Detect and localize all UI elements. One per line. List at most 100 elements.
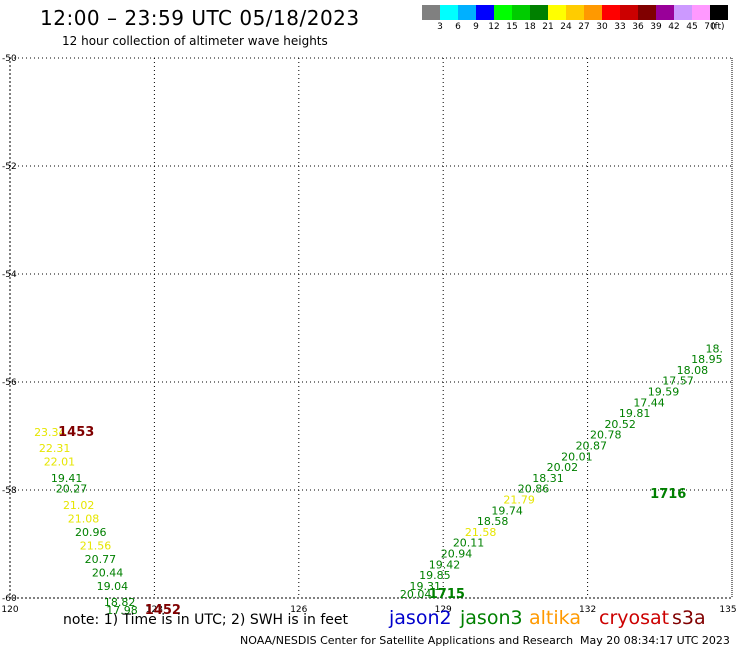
wave-height-value: 20.78 — [590, 429, 622, 442]
wave-height-value: 20.87 — [576, 440, 608, 453]
wave-height-value: 19.31 — [410, 580, 442, 593]
colorbar-swatch — [530, 5, 548, 20]
colorbar-label: 45 — [686, 22, 698, 32]
colorbar-label: 36 — [632, 22, 644, 32]
wave-height-value: 21.08 — [68, 512, 100, 525]
colorbar-swatch — [548, 5, 566, 20]
wave-height-value: 22.31 — [39, 442, 71, 455]
longitude-tick-label: 126 — [290, 605, 307, 615]
pass-time-label: 1716 — [650, 487, 686, 502]
wave-height-value: 17.98 — [106, 604, 137, 617]
wave-height-value: 19.04 — [97, 580, 129, 593]
pass-time-label: 1452 — [145, 603, 181, 618]
latitude-tick-label: -52 — [2, 162, 17, 172]
legend-cryosat: cryosat — [599, 607, 670, 629]
latitude-tick-label: -54 — [2, 270, 17, 280]
wave-height-value: 22.01 — [44, 456, 75, 469]
colorbar-label: 27 — [578, 22, 590, 32]
wave-height-value: 20.11 — [453, 537, 485, 550]
map-frame — [9, 57, 733, 599]
colorbar-label: 39 — [650, 22, 662, 32]
colorbar-label: 9 — [473, 22, 479, 32]
longitude-tick-label: 123 — [146, 605, 163, 615]
wave-height-value: 21.02 — [63, 499, 95, 512]
wave-height-value: 20.04 — [400, 588, 432, 601]
wave-height-value: 19.59 — [648, 386, 680, 399]
colorbar-unit: (ft) — [711, 22, 725, 32]
longitude-tick-label: 120 — [1, 605, 18, 615]
colorbar-label: 15 — [506, 22, 518, 32]
colorbar-label: 3 — [437, 22, 443, 32]
legend-jason3: jason3 — [460, 607, 523, 629]
wave-height-value: 20.96 — [75, 526, 107, 539]
generated-timestamp: May 20 08:34:17 UTC 2023 — [580, 634, 730, 647]
latitude-tick-label: -50 — [2, 54, 17, 64]
wave-height-value: 18.95 — [691, 353, 723, 366]
wave-height-value: 20.86 — [518, 483, 550, 496]
latitude-tick-label: -60 — [2, 594, 17, 604]
credit-text: NOAA/NESDIS Center for Satellite Applica… — [240, 634, 574, 647]
wave-height-value: 19.74 — [491, 504, 523, 517]
colorbar-swatch — [494, 5, 512, 20]
latitude-tick-label: -58 — [2, 486, 17, 496]
page-title: 12:00 – 23:59 UTC 05/18/2023 — [40, 6, 360, 30]
longitude-tick-label: 135 — [719, 605, 736, 615]
pass-time-label: 1453 — [58, 425, 94, 440]
wave-height-value: 19.42 — [429, 558, 461, 571]
colorbar-swatch — [566, 5, 584, 20]
wave-height-value: 20.77 — [85, 553, 117, 566]
colorbar-swatch — [710, 5, 728, 20]
wave-height-value: 20.01 — [561, 450, 593, 463]
legend-altika: altika — [529, 607, 581, 629]
colorbar-label: 12 — [488, 22, 500, 32]
wave-height-value: 18.82 — [104, 596, 136, 609]
colorbar-label: 30 — [596, 22, 608, 32]
wave-height-value: 18.31 — [532, 472, 564, 485]
colorbar-swatch — [440, 5, 458, 20]
wave-height-value: 21.79 — [503, 494, 535, 507]
wave-height-value: 19.41 — [51, 472, 82, 485]
colorbar-label: 18 — [524, 22, 536, 32]
wave-height-value: 17.44 — [633, 396, 665, 409]
colorbar-label: 6 — [455, 22, 461, 32]
legend-s3a: s3a — [672, 607, 706, 629]
longitude-tick-label: 132 — [579, 605, 596, 615]
wave-height-value: 17.57 — [662, 375, 694, 388]
wave-height-value: 20.52 — [604, 418, 636, 431]
colorbar-label: 33 — [614, 22, 626, 32]
footer-note: note: 1) Time is in UTC; 2) SWH is in fe… — [63, 612, 349, 628]
colorbar-swatch — [656, 5, 674, 20]
longitude-tick-label: 129 — [435, 605, 452, 615]
colorbar-swatch — [584, 5, 602, 20]
colorbar-swatch — [674, 5, 692, 20]
pass-time-label: 1715 — [429, 587, 465, 602]
colorbar-swatch — [602, 5, 620, 20]
wave-height-value: 19.85 — [419, 569, 451, 582]
colorbar-swatch — [692, 5, 710, 20]
wave-height-value: 20.44 — [92, 566, 124, 579]
colorbar-swatch — [620, 5, 638, 20]
wave-height-value: 23.34 — [34, 426, 66, 439]
latitude-tick-label: -56 — [2, 378, 17, 388]
colorbar-label: 42 — [668, 22, 680, 32]
wave-height-value: 20.94 — [441, 548, 473, 561]
colorbar-label: 70 — [704, 22, 716, 32]
colorbar-label: 21 — [542, 22, 554, 32]
wave-height-value: 18. — [706, 342, 724, 355]
colorbar-swatch — [476, 5, 494, 20]
wave-height-value: 18.58 — [477, 515, 509, 528]
wave-height-value: 21.56 — [80, 539, 112, 552]
colorbar — [422, 5, 728, 20]
legend-jason2: jason2 — [389, 607, 452, 629]
wave-height-value: 20.02 — [547, 461, 579, 474]
colorbar-label: 24 — [560, 22, 572, 32]
wave-height-value: 20.27 — [56, 483, 88, 496]
wave-height-value: 18.08 — [677, 364, 709, 377]
colorbar-swatch — [638, 5, 656, 20]
wave-height-value: 21.58 — [465, 526, 497, 539]
wave-height-value: 19.81 — [619, 407, 651, 420]
colorbar-swatch — [512, 5, 530, 20]
colorbar-swatch — [458, 5, 476, 20]
colorbar-swatch — [422, 5, 440, 20]
